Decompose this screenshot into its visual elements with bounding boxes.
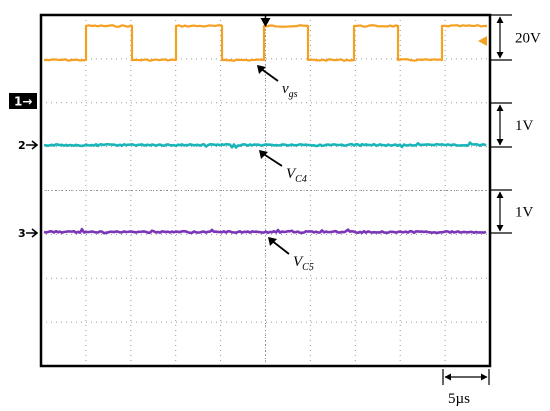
channel-1-box	[9, 93, 37, 109]
scale-ch2-arrow-up	[496, 104, 504, 111]
annotation-vgs-arrowhead	[257, 65, 266, 74]
trigger-level-marker	[478, 36, 487, 46]
annotation-vgs-label: vgs	[282, 81, 298, 100]
time-scale-label: 5µs	[448, 391, 470, 407]
channel-2-marker-arrow	[26, 140, 39, 150]
grid	[41, 15, 490, 366]
trace-ch1	[43, 24, 488, 62]
channel-3-marker: 3	[18, 227, 39, 240]
annotation-vgs-pointer	[259, 67, 279, 82]
trigger-marker	[260, 18, 271, 27]
annotation-vc4-arrowhead	[259, 150, 268, 159]
annotation-vc4-pointer	[261, 152, 283, 167]
trace-ch2	[43, 141, 487, 149]
channel-3-marker-label: 3	[18, 227, 26, 240]
scale-ch1: 20V	[490, 14, 541, 61]
traces	[43, 24, 488, 235]
time-scale-arrow-left	[444, 373, 451, 381]
scale-ch3-label: 1V	[515, 205, 534, 221]
annotation-vc5: VC5	[268, 237, 314, 273]
channel-1-marker: 1→	[9, 93, 37, 109]
scale-ch2: 1V	[490, 102, 534, 148]
overlay: 1→ 2 3 20V 1V 1V 5µs vgs VC4 VC5	[9, 14, 541, 407]
scale-ch1-arrow-down	[496, 52, 504, 59]
scale-ch2-arrow-down	[496, 139, 504, 146]
annotation-vgs: vgs	[257, 65, 298, 100]
time-scale-arrow-right	[481, 373, 488, 381]
annotation-vc5-arrowhead	[268, 237, 277, 246]
annotation-vc5-label: VC5	[293, 254, 314, 273]
channel-1-label: 1→	[14, 95, 32, 109]
scale-ch3-arrow-down	[496, 225, 504, 232]
channel-2-marker-label: 2	[18, 139, 26, 152]
scale-ch1-arrow-up	[496, 16, 504, 23]
channel-2-marker: 2	[18, 139, 39, 152]
annotation-vc4-label: VC4	[286, 166, 307, 185]
scale-ch3-arrow-up	[496, 191, 504, 198]
time-scale: 5µs	[442, 369, 490, 407]
scale-ch3: 1V	[490, 189, 534, 234]
channel-3-marker-arrow	[26, 228, 39, 238]
annotation-vc4: VC4	[259, 150, 307, 185]
scale-ch2-label: 1V	[515, 118, 534, 134]
scale-ch1-label: 20V	[515, 31, 541, 47]
trace-ch3	[43, 227, 487, 235]
annotation-vc5-pointer	[270, 239, 290, 255]
